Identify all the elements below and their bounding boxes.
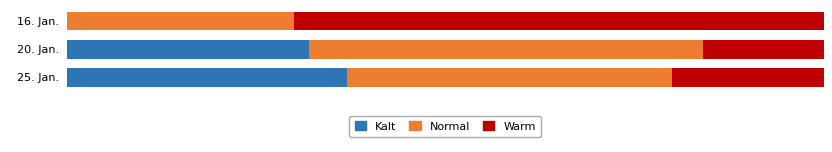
Bar	[309, 40, 702, 59]
Bar	[67, 68, 347, 86]
Bar	[294, 12, 824, 31]
Bar	[347, 68, 672, 86]
Bar	[67, 12, 294, 31]
Bar	[702, 40, 824, 59]
Bar	[67, 40, 309, 59]
Bar	[672, 68, 824, 86]
Legend: Kalt, Normal, Warm: Kalt, Normal, Warm	[349, 116, 541, 137]
